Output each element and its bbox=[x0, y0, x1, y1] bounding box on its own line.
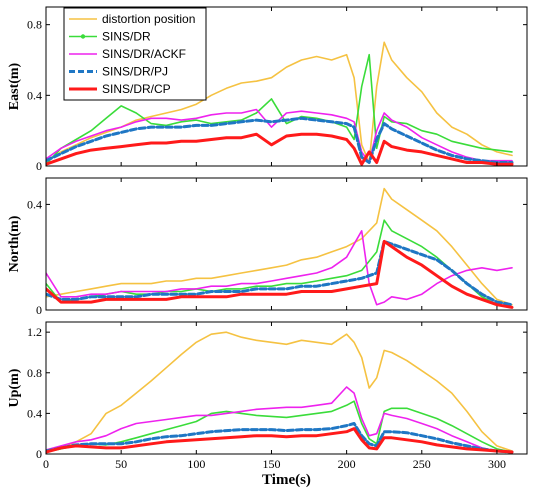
series-line-distortion-position bbox=[46, 331, 513, 453]
y-tick-label: 0 bbox=[36, 159, 42, 173]
series-line-sins-dr-ackf bbox=[46, 108, 513, 164]
legend-label: SINS/DR/ACKF bbox=[102, 47, 186, 61]
y-tick-label: 0.8 bbox=[27, 18, 42, 32]
y-tick-label: 0.8 bbox=[27, 366, 42, 380]
series-line-sins-dr-cp bbox=[46, 427, 514, 454]
legend-label: SINS/DR bbox=[102, 30, 151, 44]
series-group bbox=[46, 187, 514, 309]
legend-box bbox=[63, 7, 207, 101]
y-tick-label: 0.4 bbox=[27, 88, 42, 102]
x-tick-label: 200 bbox=[338, 457, 356, 471]
x-tick-label: 50 bbox=[115, 457, 127, 471]
y-tick-label: 1.2 bbox=[27, 325, 42, 339]
series-line-distortion-position bbox=[46, 41, 513, 164]
series-line-sins-dr-ackf bbox=[46, 230, 513, 306]
legend-label: SINS/DR/CP bbox=[102, 82, 171, 96]
y-axis-label: East(m) bbox=[7, 62, 22, 110]
x-tick-label: 100 bbox=[187, 457, 205, 471]
plot-frame bbox=[45, 6, 528, 167]
series-group bbox=[46, 331, 514, 454]
y-tick-label: 0.4 bbox=[27, 406, 42, 420]
y-axis-label: Up(m) bbox=[7, 368, 22, 407]
series-line-sins-dr-pj bbox=[46, 422, 514, 454]
plot-frame bbox=[45, 321, 528, 455]
series-line-sins-dr-pj bbox=[46, 116, 514, 164]
series-group bbox=[46, 41, 514, 166]
series-line-sins-dr-cp bbox=[46, 239, 514, 309]
x-tick-label: 250 bbox=[413, 457, 431, 471]
series-line-sins-dr-cp bbox=[46, 132, 514, 166]
series-line-sins-dr bbox=[46, 219, 513, 309]
panel-up-m: 0 0.4 0.8 1.2 0 50 100 150 200 250 300 Up(m) Time(s) bbox=[7, 321, 528, 488]
plot-area bbox=[46, 178, 527, 310]
y-tick-label: 0.4 bbox=[27, 197, 42, 211]
legend-label: distortion position bbox=[102, 12, 195, 26]
x-tick-label: 300 bbox=[488, 457, 506, 471]
plot-area bbox=[46, 322, 527, 454]
series-line-sins-dr bbox=[46, 53, 513, 165]
panels: 0 0.4 0.8 East(m) 0 0.4 North(m) 0 0.4 0.8 1.2 0 50 1… bbox=[7, 6, 528, 488]
series-line-sins-dr-pj bbox=[46, 239, 514, 307]
y-tick-label: 0 bbox=[36, 303, 42, 317]
legend-marker bbox=[80, 34, 86, 39]
plot-frame bbox=[45, 177, 528, 311]
y-tick-label: 0 bbox=[36, 447, 42, 461]
legend: distortion position SINS/DR SINS/DR/ACKF SI… bbox=[63, 7, 207, 101]
x-axis-label: Time(s) bbox=[262, 472, 311, 488]
series-line-distortion-position bbox=[46, 187, 513, 306]
legend-label: SINS/DR/PJ bbox=[102, 65, 168, 79]
x-tick-label: 0 bbox=[43, 457, 49, 471]
series-line-sins-dr bbox=[46, 400, 513, 453]
x-tick-label: 150 bbox=[262, 457, 280, 471]
series-line-sins-dr-ackf bbox=[46, 386, 513, 453]
y-axis-label: North(m) bbox=[7, 215, 22, 272]
panel-north-m: 0 0.4 North(m) bbox=[7, 177, 528, 317]
